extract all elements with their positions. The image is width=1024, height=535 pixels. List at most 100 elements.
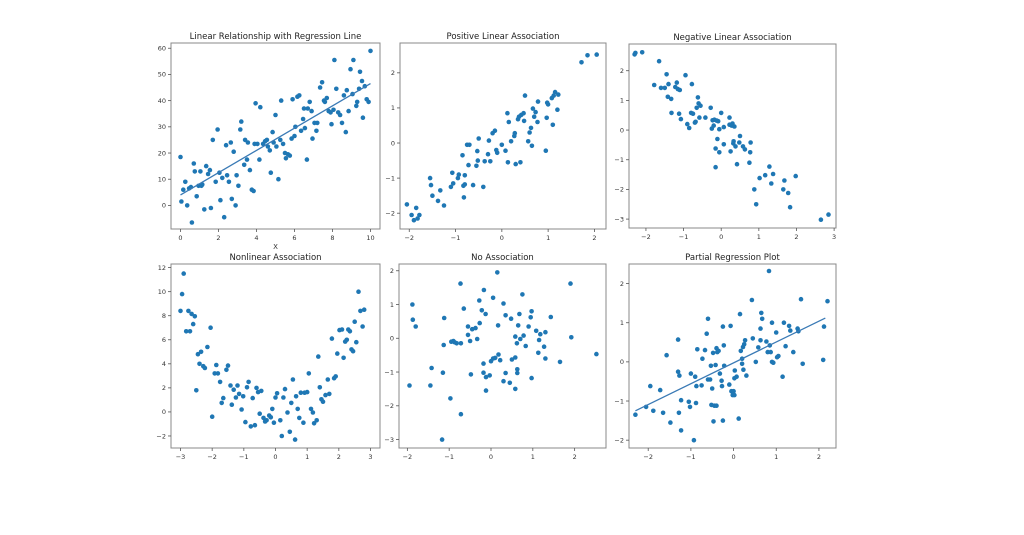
data-point <box>465 324 471 329</box>
subplot-4: Nonlinear Association−3 −2 −1 0 1 2 3−20246810… <box>156 253 381 461</box>
data-point <box>520 292 525 297</box>
data-point <box>523 343 528 349</box>
axes-frame <box>399 42 607 230</box>
data-point <box>292 133 297 139</box>
data-point <box>181 271 186 276</box>
data-point <box>535 119 540 125</box>
data-point <box>734 161 740 167</box>
data-point <box>658 85 664 91</box>
data-point <box>513 386 518 392</box>
data-point <box>194 388 199 393</box>
data-point <box>279 433 285 439</box>
data-point <box>513 334 518 339</box>
scatter-points <box>178 271 367 442</box>
data-point <box>557 359 563 365</box>
data-point <box>513 355 518 360</box>
data-point <box>354 103 359 109</box>
data-point <box>541 344 547 350</box>
y-tick-label: 1 <box>620 97 624 105</box>
data-point <box>527 130 532 135</box>
subplot-5: No Association −2 −1 0 1 2 −3 −2 −1 0 1 2 <box>384 253 607 461</box>
data-point <box>718 110 724 116</box>
data-point <box>335 351 340 356</box>
data-point <box>821 324 827 329</box>
data-point <box>231 149 236 154</box>
data-point <box>195 351 201 357</box>
data-point <box>474 163 479 169</box>
y-axis: −3 −2 −1 0 1 2 <box>614 67 629 223</box>
data-point <box>736 416 741 421</box>
data-point <box>759 310 764 316</box>
data-point <box>309 108 314 114</box>
data-point <box>741 342 747 347</box>
data-point <box>533 109 538 115</box>
data-point <box>690 111 696 116</box>
data-point <box>197 361 202 367</box>
data-point <box>273 112 278 118</box>
data-point <box>757 175 762 181</box>
scatter-points <box>632 50 831 222</box>
x-tick-label: 1 <box>531 453 535 461</box>
data-point <box>475 158 481 163</box>
scatter-points <box>404 52 599 223</box>
axes-frame <box>398 263 607 449</box>
data-point <box>481 370 486 376</box>
y-tick-label: −2 <box>384 402 394 410</box>
data-point <box>692 374 698 380</box>
x-axis: −2 −1 0 1 2 <box>403 448 577 461</box>
data-point <box>490 295 496 301</box>
data-point <box>438 188 443 193</box>
data-point <box>674 80 680 85</box>
data-point <box>302 125 308 131</box>
data-point <box>343 129 349 135</box>
data-point <box>750 336 756 341</box>
data-point <box>633 50 638 56</box>
data-point <box>278 98 284 103</box>
y-tick-label: 2 <box>162 384 166 392</box>
data-point <box>212 371 217 376</box>
data-point <box>551 93 556 98</box>
data-point <box>694 105 699 111</box>
y-axis: −2 0 2 4 6 8 10 12 <box>156 264 171 440</box>
y-tick-label: −3 <box>614 215 624 223</box>
data-point <box>686 125 692 131</box>
data-point <box>329 336 335 341</box>
data-point <box>350 348 356 354</box>
data-point <box>280 141 286 147</box>
data-point <box>762 172 768 178</box>
data-point <box>753 359 759 365</box>
data-point <box>213 179 218 185</box>
x-tick-label: 2 <box>592 234 596 242</box>
data-point <box>224 173 230 178</box>
data-point <box>664 72 669 77</box>
data-point <box>366 99 371 105</box>
x-axis: −2 −1 0 1 2 3 <box>641 228 836 241</box>
data-point <box>458 411 464 417</box>
data-point <box>265 144 271 149</box>
data-point <box>826 212 831 217</box>
y-axis: −2 −1 0 1 2 <box>614 280 629 444</box>
data-point <box>483 311 488 317</box>
data-point <box>306 371 312 376</box>
data-point <box>759 316 765 322</box>
data-point <box>287 153 293 158</box>
data-point <box>693 119 698 125</box>
data-point <box>685 121 690 127</box>
data-point <box>633 412 638 418</box>
data-point <box>267 148 273 153</box>
data-point <box>250 395 255 401</box>
data-point <box>742 338 748 343</box>
data-point <box>264 418 269 423</box>
data-point <box>594 52 599 57</box>
data-point <box>734 374 739 380</box>
data-point <box>226 179 232 185</box>
data-point <box>203 163 209 169</box>
data-point <box>515 367 520 372</box>
data-point <box>278 137 283 143</box>
data-point <box>675 369 681 375</box>
data-point <box>301 106 307 111</box>
y-tick-label: 30 <box>158 123 166 131</box>
x-tick-label: 10 <box>366 234 374 242</box>
y-tick-label: −3 <box>384 436 394 444</box>
y-tick-label: −2 <box>614 186 624 194</box>
